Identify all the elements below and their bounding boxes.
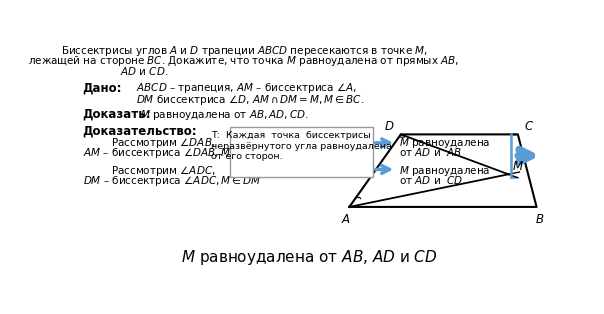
Text: Дано:: Дано: — [83, 81, 122, 94]
Text: $\mathit{DM}$ биссектриса $\angle\mathit{D}$, $\mathit{AM} \cap \mathit{DM} = M,: $\mathit{DM}$ биссектриса $\angle\mathit… — [137, 93, 365, 107]
Text: Рассмотрим $\angle\mathit{ADC}$,: Рассмотрим $\angle\mathit{ADC}$, — [111, 164, 215, 178]
Text: $A$: $A$ — [341, 213, 351, 226]
Text: $\mathit{ABCD}$ – трапеция, $\mathit{AM}$ – биcсектриса $\angle\mathit{A}$,: $\mathit{ABCD}$ – трапеция, $\mathit{AM}… — [137, 81, 358, 95]
Text: $\mathit{AD}$ и $\mathit{CD}$.: $\mathit{AD}$ и $\mathit{CD}$. — [120, 66, 169, 78]
Text: $D$: $D$ — [384, 120, 394, 133]
Text: $\mathit{M}$ равноудалена: $\mathit{M}$ равноудалена — [399, 164, 491, 178]
Text: $\mathit{M}$ равноудалена: $\mathit{M}$ равноудалена — [399, 136, 491, 150]
Text: $M$: $M$ — [512, 160, 524, 173]
Text: Рассмотрим $\angle\mathit{DAB}$,: Рассмотрим $\angle\mathit{DAB}$, — [111, 136, 215, 150]
Text: $\mathit{DM}$ – биссектриса $\angle\mathit{ADC}, M \in \mathit{DM}$: $\mathit{DM}$ – биссектриса $\angle\math… — [83, 174, 261, 188]
Text: $\mathit{AM}$ – биссектриса $\angle\mathit{DAB}, M \in \mathit{AM}$: $\mathit{AM}$ – биссектриса $\angle\math… — [83, 146, 260, 160]
Text: $\mathit{M}$ равноудалена от $\mathit{AB}$, $\mathit{AD}$ и $\mathit{CD}$: $\mathit{M}$ равноудалена от $\mathit{AB… — [181, 248, 438, 267]
Text: от $\mathit{AD}$ и  $\mathit{AB}$: от $\mathit{AD}$ и $\mathit{AB}$ — [399, 146, 463, 158]
Text: Доказательство:: Доказательство: — [83, 125, 197, 138]
Text: Доказать:: Доказать: — [83, 108, 151, 121]
Text: $\mathit{M}$ равноудалена от $\mathit{AB}, \mathit{AD}, \mathit{CD}$.: $\mathit{M}$ равноудалена от $\mathit{AB… — [140, 108, 309, 122]
Text: $C$: $C$ — [524, 120, 535, 133]
Text: $B$: $B$ — [535, 213, 545, 226]
Text: лежащей на стороне $\mathit{BC}$. Докажите, что точка $\mathit{M}$ равноудалена : лежащей на стороне $\mathit{BC}$. Докажи… — [28, 55, 460, 68]
Text: от $\mathit{AD}$ и  $\mathit{CD}$: от $\mathit{AD}$ и $\mathit{CD}$ — [399, 174, 464, 186]
Text: Биссектрисы углов $\mathit{A}$ и $\mathit{D}$ трапеции $\mathit{ABCD}$ пересекаю: Биссектрисы углов $\mathit{A}$ и $\mathi… — [60, 44, 428, 58]
FancyBboxPatch shape — [230, 127, 373, 177]
Text: Т:  Каждая  точка  биссектрисы
неразвёрнутого угла равноудалена
от его сторон.: Т: Каждая точка биссектрисы неразвёрнуто… — [211, 131, 392, 161]
